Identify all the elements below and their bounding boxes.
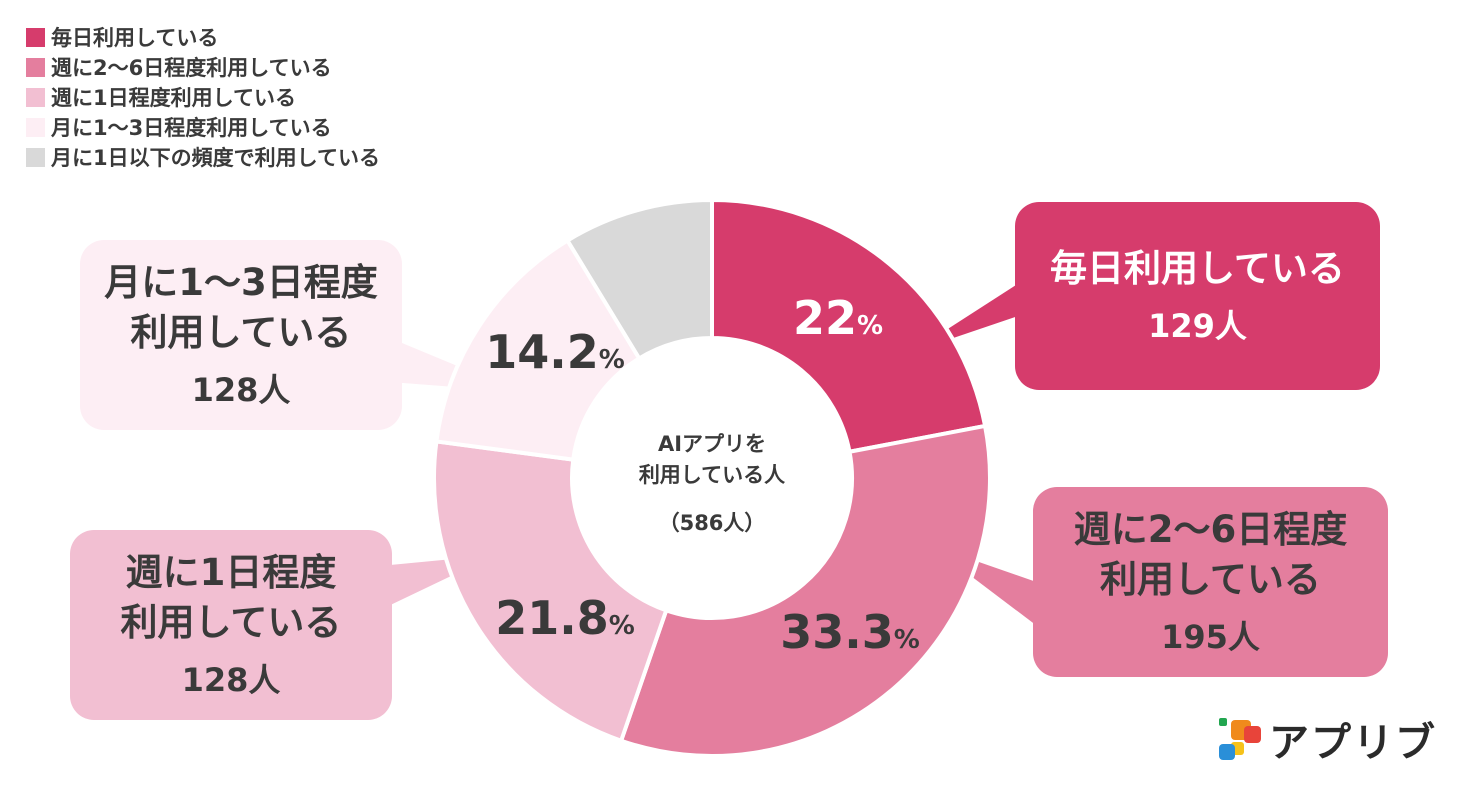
slice-label-daily: 22% [793, 291, 883, 345]
center-total: （586人） [659, 511, 766, 535]
legend-swatch-weekly-2-6 [26, 57, 45, 77]
callout-title: 毎日利用している [1050, 247, 1345, 290]
callout-title-line2: 利用している [120, 601, 342, 644]
legend-item-monthly-less: 月に1日以下の頻度で利用している [26, 142, 380, 172]
legend-label: 週に2〜6日程度利用している [51, 56, 332, 80]
center-title-line2: 利用している人 [639, 463, 785, 487]
slice-label-monthly-1-3: 14.2% [485, 325, 625, 379]
legend-label: 月に1日以下の頻度で利用している [51, 146, 380, 170]
logo-mark-square [1219, 744, 1235, 760]
callout-daily: 毎日利用している 129人 [1015, 202, 1380, 390]
slice-labels: 22% 33.3% 21.8% 14.2% [485, 291, 920, 659]
callout-count: 129人 [1148, 307, 1247, 345]
legend: 毎日利用している 週に2〜6日程度利用している 週に1日程度利用している 月に1… [26, 22, 380, 172]
callout-weekly-1: 週に1日程度 利用している 128人 [70, 530, 392, 720]
legend-label: 月に1〜3日程度利用している [51, 116, 332, 140]
callout-count: 128人 [181, 661, 281, 699]
logo-mark-icon [1219, 718, 1261, 760]
legend-item-weekly-2-6: 週に2〜6日程度利用している [26, 52, 380, 82]
app-logo: アプリブ [1217, 714, 1437, 766]
legend-swatch-monthly-1-3 [26, 117, 45, 137]
slice-label-weekly-2-6: 33.3% [780, 605, 920, 659]
logo-text: アプリブ [1269, 720, 1437, 766]
callout-count: 195人 [1161, 618, 1260, 656]
center-title-line1: AIアプリを [658, 432, 766, 456]
donut-hole [572, 338, 852, 618]
legend-item-monthly-1-3: 月に1〜3日程度利用している [26, 112, 380, 142]
legend-label: 毎日利用している [51, 26, 219, 50]
slice-weekly-1 [432, 439, 669, 744]
logo-mark-square [1244, 726, 1261, 743]
legend-swatch-daily [26, 27, 45, 47]
legend-item-daily: 毎日利用している [26, 22, 380, 52]
legend-swatch-weekly-1 [26, 87, 45, 107]
callout-count: 128人 [191, 371, 291, 409]
callout-weekly-2-6: 週に2〜6日程度 利用している 195人 [1033, 487, 1388, 677]
donut-center: AIアプリを 利用している人 （586人） [572, 338, 852, 618]
callout-monthly-1-3: 月に1〜3日程度 利用している 128人 [80, 240, 402, 430]
logo-mark-square [1219, 718, 1227, 726]
callout-title-line1: 週に2〜6日程度 [1073, 508, 1348, 551]
callout-title-line1: 月に1〜3日程度 [104, 261, 378, 304]
legend-swatch-monthly-less [26, 147, 45, 167]
callout-title-line1: 週に1日程度 [125, 551, 337, 594]
callout-title-line2: 利用している [130, 311, 352, 354]
callout-title-line2: 利用している [1100, 558, 1321, 601]
slice-label-weekly-1: 21.8% [495, 591, 635, 645]
legend-label: 週に1日程度利用している [51, 86, 296, 110]
legend-item-weekly-1: 週に1日程度利用している [26, 82, 380, 112]
